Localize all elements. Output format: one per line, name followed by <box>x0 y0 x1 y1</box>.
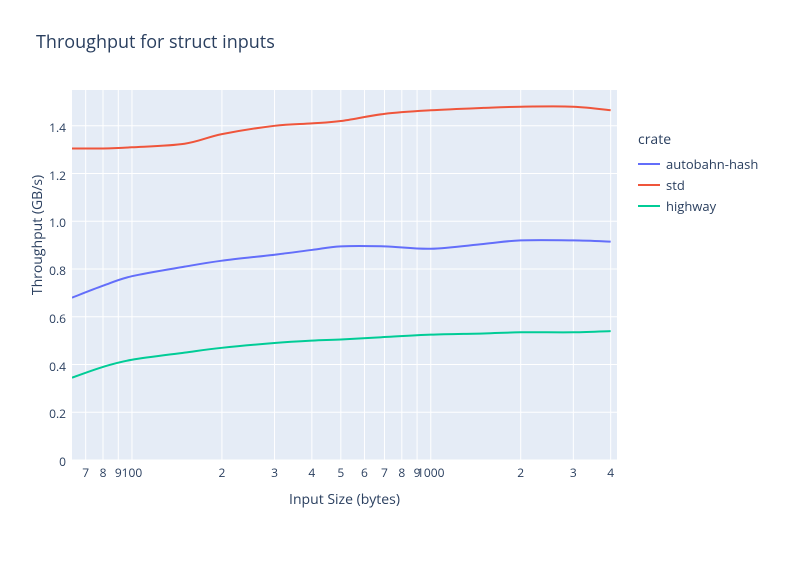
x-tick-label: 5 <box>336 464 346 481</box>
legend-item-autobahn-hash[interactable]: autobahn-hash <box>638 155 758 173</box>
x-tick-label: 6 <box>359 464 369 481</box>
legend-items: autobahn-hash std highway <box>638 155 758 215</box>
x-tick-label: 100 <box>112 464 152 481</box>
y-tick-label: 0 <box>26 453 66 470</box>
legend-item-label: autobahn-hash <box>666 155 758 173</box>
legend: crate autobahn-hash std highway <box>638 130 758 218</box>
x-tick-label: 7 <box>379 464 389 481</box>
x-tick-label: 3 <box>270 464 280 481</box>
plot-area[interactable] <box>72 90 617 460</box>
legend-swatch <box>638 184 660 186</box>
legend-item-highway[interactable]: highway <box>638 197 758 215</box>
x-tick-label: 2 <box>217 464 227 481</box>
legend-title: crate <box>638 130 758 149</box>
legend-swatch <box>638 163 660 165</box>
legend-item-label: std <box>666 176 685 194</box>
legend-item-label: highway <box>666 197 716 215</box>
chart-container: { "chart": { "type": "line", "title": "T… <box>0 0 800 571</box>
x-axis-label: Input Size (bytes) <box>72 490 617 509</box>
chart-title: Throughput for struct inputs <box>36 30 275 54</box>
x-tick-label: 2 <box>516 464 526 481</box>
x-tick-label: 4 <box>307 464 317 481</box>
legend-swatch <box>638 205 660 207</box>
x-tick-label: 4 <box>606 464 616 481</box>
y-axis-label: Throughput (GB/s) <box>28 100 47 370</box>
x-tick-label: 1000 <box>411 464 451 481</box>
plot-svg <box>72 90 617 460</box>
legend-item-std[interactable]: std <box>638 176 758 194</box>
x-tick-label: 7 <box>81 464 91 481</box>
x-tick-label: 8 <box>98 464 108 481</box>
x-tick-label: 3 <box>568 464 578 481</box>
y-tick-label: 0.2 <box>26 405 66 422</box>
x-tick-label: 8 <box>397 464 407 481</box>
